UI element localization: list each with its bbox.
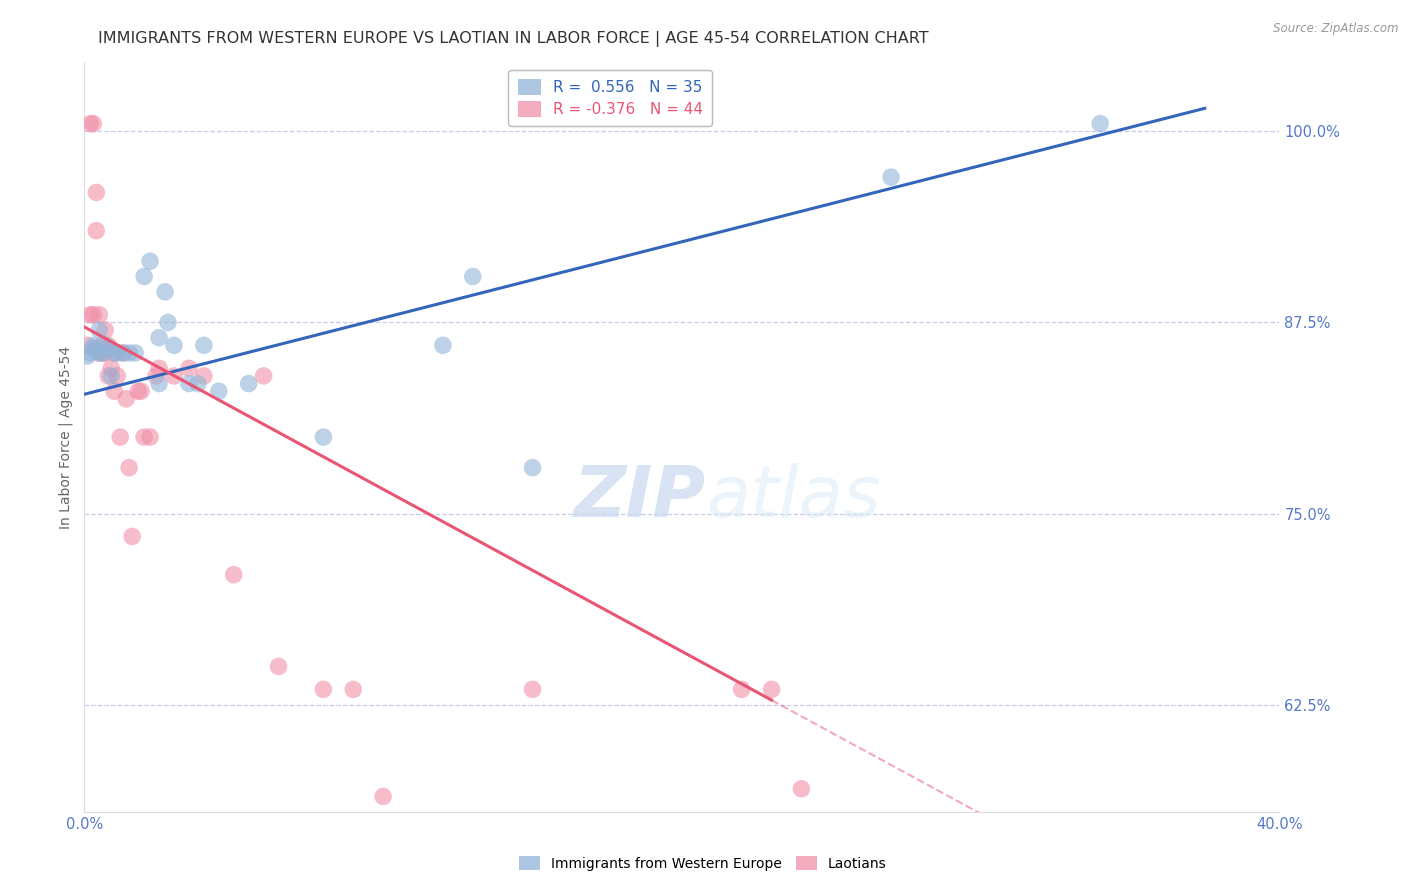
Point: [86, 224, 108, 238]
Point: [115, 392, 138, 406]
Point: [94, 323, 117, 337]
Point: [193, 338, 215, 352]
Point: [91, 346, 114, 360]
Point: [94, 346, 117, 360]
Point: [86, 342, 108, 356]
Point: [89, 308, 111, 322]
Point: [522, 460, 544, 475]
Point: [127, 384, 149, 399]
Point: [187, 376, 209, 391]
Point: [91, 346, 114, 360]
Point: [373, 789, 395, 804]
Point: [148, 361, 170, 376]
Point: [86, 186, 108, 200]
Point: [1090, 117, 1112, 131]
Point: [139, 430, 162, 444]
Point: [112, 346, 135, 360]
Point: [76, 349, 98, 363]
Point: [110, 430, 132, 444]
Point: [97, 368, 120, 383]
Point: [82, 117, 104, 131]
Point: [761, 682, 783, 697]
Point: [121, 529, 143, 543]
Point: [461, 269, 484, 284]
Point: [790, 781, 813, 796]
Text: IMMIGRANTS FROM WESTERN EUROPE VS LAOTIAN IN LABOR FORCE | AGE 45-54 CORRELATION: IMMIGRANTS FROM WESTERN EUROPE VS LAOTIA…: [98, 31, 929, 47]
Point: [157, 315, 180, 329]
Point: [97, 338, 120, 352]
Point: [129, 384, 152, 399]
Text: Source: ZipAtlas.com: Source: ZipAtlas.com: [1274, 22, 1399, 36]
Point: [253, 368, 276, 383]
Point: [79, 346, 101, 360]
Point: [94, 338, 117, 352]
Point: [103, 346, 125, 360]
Point: [124, 346, 146, 360]
Point: [103, 384, 125, 399]
Point: [312, 682, 335, 697]
Text: ZIP: ZIP: [574, 463, 706, 532]
Point: [100, 368, 122, 383]
Point: [522, 682, 544, 697]
Point: [79, 308, 101, 322]
Point: [880, 170, 903, 185]
Point: [112, 346, 135, 360]
Point: [105, 368, 128, 383]
Point: [731, 682, 754, 697]
Point: [163, 338, 186, 352]
Legend: Immigrants from Western Europe, Laotians: Immigrants from Western Europe, Laotians: [513, 850, 893, 876]
Point: [208, 384, 231, 399]
Point: [97, 342, 120, 356]
Point: [312, 430, 335, 444]
Y-axis label: In Labor Force | Age 45-54: In Labor Force | Age 45-54: [59, 345, 73, 529]
Point: [145, 368, 167, 383]
Point: [118, 460, 141, 475]
Point: [103, 346, 125, 360]
Point: [267, 659, 290, 673]
Point: [132, 269, 156, 284]
Point: [89, 346, 111, 360]
Point: [82, 338, 104, 352]
Point: [193, 368, 215, 383]
Point: [89, 323, 111, 337]
Point: [82, 342, 104, 356]
Point: [342, 682, 364, 697]
Point: [118, 346, 141, 360]
Point: [153, 285, 176, 299]
Point: [148, 331, 170, 345]
Point: [432, 338, 454, 352]
Legend: R =  0.556   N = 35, R = -0.376   N = 44: R = 0.556 N = 35, R = -0.376 N = 44: [509, 70, 711, 127]
Point: [89, 346, 111, 360]
Point: [238, 376, 260, 391]
Point: [163, 368, 186, 383]
Point: [82, 308, 104, 322]
Point: [177, 376, 200, 391]
Point: [222, 567, 245, 582]
Point: [91, 338, 114, 352]
Text: atlas: atlas: [706, 463, 880, 532]
Point: [132, 430, 156, 444]
Point: [148, 376, 170, 391]
Point: [100, 361, 122, 376]
Point: [139, 254, 162, 268]
Point: [105, 346, 128, 360]
Point: [79, 117, 101, 131]
Point: [76, 338, 98, 352]
Point: [177, 361, 200, 376]
